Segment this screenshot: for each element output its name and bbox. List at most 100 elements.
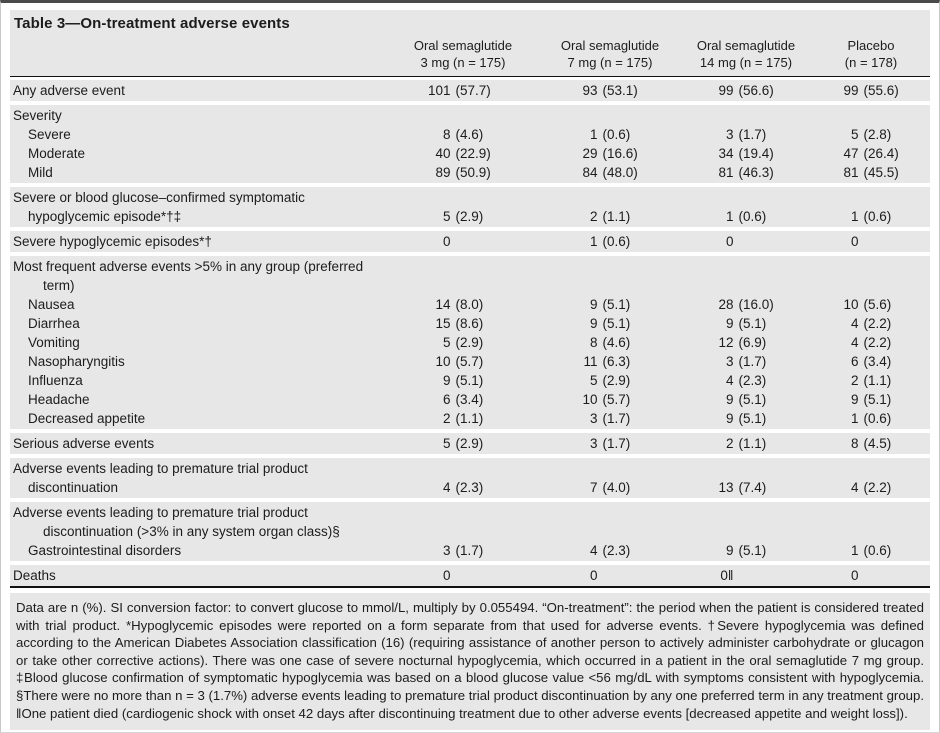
value-count: 9 [725, 392, 734, 407]
value-cell: 5 (2.9) [384, 207, 542, 226]
value-cell: 10 (5.7) [542, 390, 678, 409]
value-cell: 1 (0.6) [814, 207, 928, 226]
value-cell [814, 257, 928, 276]
value-count: 29 [582, 146, 598, 161]
value-count: 15 [435, 316, 451, 331]
value-count: 10 [435, 354, 451, 369]
value-count: 5 [442, 436, 451, 451]
row-label: Vomiting [28, 335, 80, 350]
value-cell [814, 188, 928, 207]
value-percent: (5.1) [738, 411, 767, 426]
column-header-line: Placebo [847, 38, 895, 53]
value-cell: 9 (5.1) [814, 390, 928, 409]
value-cell: 99 (55.6) [814, 81, 928, 100]
table-footnote: Data are n (%). SI conversion factor: to… [10, 593, 930, 731]
column-header-line: Oral semaglutide [413, 38, 513, 53]
value-cell: 81 (46.3) [678, 163, 814, 182]
value-cell: 11 (6.3) [542, 352, 678, 371]
value-cell: 47 (26.4) [814, 144, 928, 163]
value-percent: (0.6) [602, 234, 631, 249]
value-count: 28 [718, 297, 734, 312]
value-percent: (5.1) [455, 373, 484, 388]
value-cell [542, 188, 678, 207]
value-cell: 40 (22.9) [384, 144, 542, 163]
value-count: 1 [850, 411, 859, 426]
value-count: 14 [435, 297, 451, 312]
table-row: Any adverse event 101 (57.7) 93 (53.1) 99 (56.… [10, 81, 930, 100]
value-cell: 4 (2.3) [542, 541, 678, 560]
value-cell [542, 276, 678, 295]
row-group: Serious adverse events 5 (2.9) 3 (1.7) 2 (1.1)… [10, 433, 930, 454]
table-row: Headache 6 (3.4) 10 (5.7) 9 (5.1) 9 (5.1) [10, 390, 930, 409]
value-percent: (4.6) [455, 127, 484, 142]
value-percent: (5.1) [602, 316, 631, 331]
table-row: Gastrointestinal disorders 3 (1.7) 4 (2.3) 9 (… [10, 541, 930, 560]
value-count: 2 [442, 411, 451, 426]
value-percent: (48.0) [602, 165, 638, 180]
value-percent [598, 566, 650, 585]
value-cell: 12 (6.9) [678, 333, 814, 352]
value-percent: (2.8) [863, 127, 892, 142]
table-row: Severe 8 (4.6) 1 (0.6) 3 (1.7) 5 (2.8) [10, 125, 930, 144]
value-count: 99 [718, 83, 734, 98]
value-percent: (5.1) [738, 543, 767, 558]
value-cell: 3 (1.7) [542, 409, 678, 428]
value-cell: 1 (0.6) [814, 541, 928, 560]
value-count: 89 [435, 165, 451, 180]
row-label: Gastrointestinal disorders [28, 543, 182, 558]
column-header-sema-3mg: Oral semaglutide 3 mg (n = 175) [384, 37, 542, 73]
value-count: 4 [850, 480, 859, 495]
value-percent: (1.1) [602, 209, 631, 224]
value-count: 84 [582, 165, 598, 180]
table-row: Most frequent adverse events >5% in any … [10, 257, 930, 276]
value-cell [384, 522, 542, 541]
value-cell [678, 106, 814, 125]
value-percent: (1.1) [863, 373, 892, 388]
value-percent: (2.2) [863, 316, 892, 331]
value-cell: 0 [814, 566, 928, 585]
value-count: 0 [850, 568, 859, 583]
value-count: 1 [589, 234, 598, 249]
value-count: 101 [427, 83, 451, 98]
row-group: Severity Severe 8 (4.6) 1 (0.6) 3 (1.7) 5 (2.8) Mo… [10, 105, 930, 183]
value-count: 3 [589, 436, 598, 451]
value-count: 1 [725, 209, 734, 224]
value-cell: 29 (16.6) [542, 144, 678, 163]
value-percent: (6.9) [738, 335, 767, 350]
value-percent: (5.1) [863, 392, 892, 407]
table-body: Any adverse event 101 (57.7) 93 (53.1) 99 (56.… [10, 80, 930, 586]
value-percent: (5.1) [602, 297, 631, 312]
value-count: 0 [442, 568, 451, 583]
column-header-placebo: Placebo (n = 178) [814, 37, 928, 73]
row-group: Severe hypoglycemic episodes*† 0 1 (0.6) 0 0 [10, 231, 930, 252]
value-count: 0 [589, 568, 598, 583]
value-percent: (4.6) [602, 335, 631, 350]
row-label: Diarrhea [28, 316, 80, 331]
value-count: 1 [589, 127, 598, 142]
value-cell [384, 188, 542, 207]
value-percent: (22.9) [455, 146, 491, 161]
table-row: Severity [10, 106, 930, 125]
row-label: Influenza [28, 373, 83, 388]
value-percent: (1.7) [738, 127, 767, 142]
value-cell [814, 276, 928, 295]
value-percent: (55.6) [863, 83, 899, 98]
row-label: Severe [28, 127, 71, 142]
value-cell: 8 (4.5) [814, 434, 928, 453]
row-label: Most frequent adverse events >5% in any … [13, 259, 364, 274]
value-cell: 4 (2.3) [678, 371, 814, 390]
value-cell: 10 (5.7) [384, 352, 542, 371]
value-cell: 89 (50.9) [384, 163, 542, 182]
row-label: Any adverse event [13, 83, 125, 98]
value-percent: (6.3) [602, 354, 631, 369]
table-row: Severe or blood glucose–confirmed sympto… [10, 188, 930, 207]
table-row: Adverse events leading to premature tria… [10, 459, 930, 478]
row-group: Any adverse event 101 (57.7) 93 (53.1) 99 (56.… [10, 80, 930, 101]
value-cell: 9 (5.1) [384, 371, 542, 390]
value-count: 2 [589, 209, 598, 224]
table-header-row: Oral semaglutide 3 mg (n = 175) Oral sem… [10, 35, 930, 77]
value-percent: (26.4) [863, 146, 899, 161]
value-cell: 9 (5.1) [678, 409, 814, 428]
value-count: 6 [442, 392, 451, 407]
